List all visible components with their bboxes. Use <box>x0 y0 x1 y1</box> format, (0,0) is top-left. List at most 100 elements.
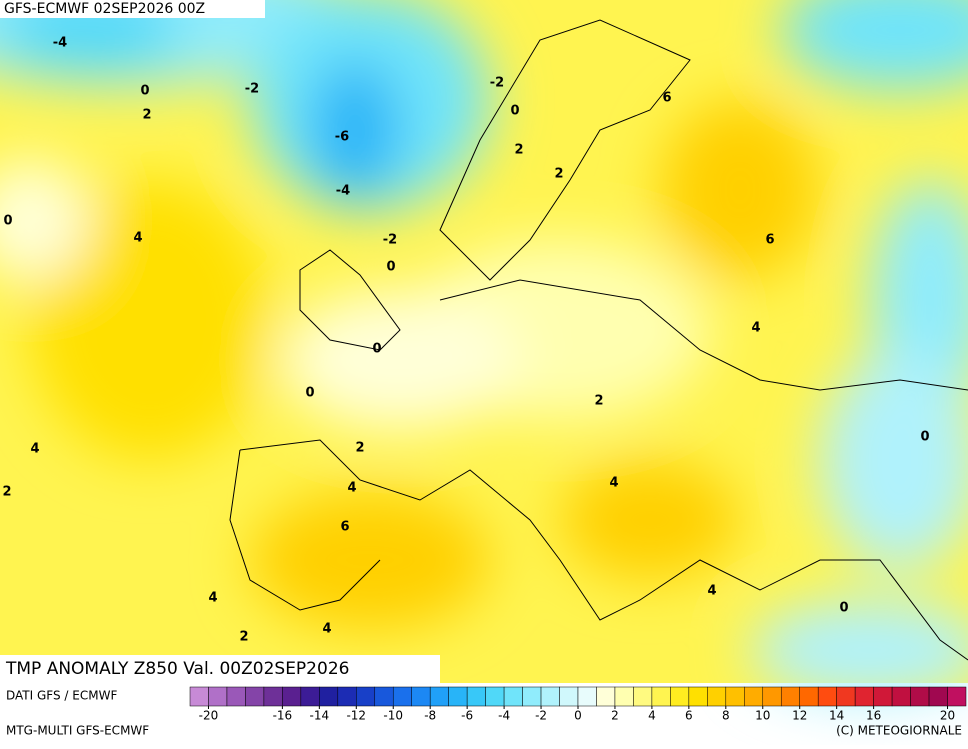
colorbar-tick-label: 4 <box>648 709 656 723</box>
colorbar: -20 -16 -14 -12 -10 -8 -6 -4 -2 0 2 4 6 8 10 12 14 16 20 <box>189 686 967 723</box>
colorbar-tick-label: 10 <box>755 709 770 723</box>
colorbar-swatch <box>337 686 357 707</box>
contour-label: -6 <box>335 130 349 145</box>
colorbar-tick-label: -2 <box>535 709 547 723</box>
colorbar-tick-label: 8 <box>722 709 730 723</box>
colorbar-tick-label: 6 <box>685 709 693 723</box>
colorbar-swatch <box>873 686 893 707</box>
contour-label: 2 <box>239 630 248 645</box>
model: MTG-MULTI GFS-ECMWF <box>6 724 149 738</box>
colorbar-swatch <box>596 686 616 707</box>
colorbar-swatch <box>189 686 209 707</box>
colorbar-swatch <box>688 686 708 707</box>
colorbar-swatch <box>226 686 246 707</box>
colorbar-tick-label: 16 <box>866 709 881 723</box>
contour-label: 4 <box>707 584 716 599</box>
colorbar-swatch <box>300 686 320 707</box>
colorbar-swatch <box>670 686 690 707</box>
colorbar-tick-label: 14 <box>829 709 844 723</box>
colorbar-swatch <box>411 686 431 707</box>
contour-label: 2 <box>355 441 364 456</box>
contour-labels: -4 0 2 -2 -6 -4 -2 0 0 4 -2 0 2 2 6 6 4 0 0 2 4 2 2 4 6 4 4 0 0 4 2 4 <box>2 36 929 645</box>
colorbar-swatch <box>577 686 597 707</box>
contour-label: 0 <box>3 214 12 229</box>
colorbar-swatch <box>245 686 265 707</box>
contour-label: -2 <box>383 233 397 248</box>
contour-label: 6 <box>765 233 774 248</box>
colorbar-tick-label: -8 <box>424 709 436 723</box>
contour-label: -4 <box>53 36 67 51</box>
contour-label: 4 <box>133 231 142 246</box>
contour-label: -4 <box>336 184 350 199</box>
colorbar-tick-label: -14 <box>310 709 330 723</box>
colorbar-swatch <box>559 686 579 707</box>
colorbar-swatch <box>392 686 412 707</box>
coastlines <box>229 19 968 661</box>
colorbar-tick-label: 0 <box>574 709 582 723</box>
contour-label: 2 <box>2 485 11 500</box>
colorbar-swatch <box>633 686 653 707</box>
colorbar-tick-label: 2 <box>611 709 619 723</box>
contour-label: 4 <box>751 321 760 336</box>
colorbar-swatch <box>208 686 228 707</box>
colorbar-tick-label: 12 <box>792 709 807 723</box>
colorbar-swatch <box>928 686 948 707</box>
colorbar-swatch <box>910 686 930 707</box>
contour-label: -2 <box>490 76 504 91</box>
credit: (C) METEOGIORNALE <box>836 724 962 738</box>
colorbar-tick-label: -16 <box>273 709 293 723</box>
colorbar-swatch <box>947 686 967 707</box>
colorbar-swatch <box>780 686 800 707</box>
colorbar-swatch <box>466 686 486 707</box>
colorbar-swatch <box>744 686 764 707</box>
header-box <box>0 0 265 18</box>
colorbar-swatch <box>707 686 727 707</box>
colorbar-swatch <box>540 686 560 707</box>
colorbar-swatch <box>522 686 542 707</box>
colorbar-swatch <box>725 686 745 707</box>
contour-label: 6 <box>662 91 671 106</box>
anomaly-field <box>0 0 968 700</box>
contour-label: 0 <box>839 601 848 616</box>
colorbar-swatch <box>836 686 856 707</box>
contour-label: 0 <box>305 386 314 401</box>
footer-box <box>0 655 440 683</box>
colorbar-swatch <box>319 686 339 707</box>
header-title: GFS-ECMWF 02SEP2026 00Z <box>4 1 205 17</box>
colorbar-swatch <box>614 686 634 707</box>
footer-title: TMP ANOMALY Z850 Val. 00Z02SEP2026 <box>5 659 349 679</box>
contour-label: 4 <box>609 476 618 491</box>
contour-label: 4 <box>347 481 356 496</box>
contour-label: 4 <box>30 442 39 457</box>
colorbar-swatch <box>448 686 468 707</box>
contour-label: 2 <box>514 143 523 158</box>
contour-label: 0 <box>510 104 519 119</box>
colorbar-swatch <box>891 686 911 707</box>
contour-label: 2 <box>554 167 563 182</box>
colorbar-swatch <box>817 686 837 707</box>
colorbar-tick-label: -12 <box>346 709 366 723</box>
colorbar-swatch <box>503 686 523 707</box>
contour-label: 0 <box>920 430 929 445</box>
colorbar-tick-label: -10 <box>383 709 403 723</box>
colorbar-swatch <box>854 686 874 707</box>
colorbar-swatch <box>374 686 394 707</box>
contour-label: 6 <box>340 520 349 535</box>
colorbar-swatch <box>282 686 302 707</box>
contour-label: 4 <box>208 591 217 606</box>
contour-label: 2 <box>594 394 603 409</box>
colorbar-swatch <box>762 686 782 707</box>
colorbar-tick-label: -4 <box>498 709 510 723</box>
contour-label: 2 <box>142 108 151 123</box>
contour-label: -2 <box>245 82 259 97</box>
source: DATI GFS / ECMWF <box>6 689 117 703</box>
colorbar-tick-label: -6 <box>461 709 473 723</box>
colorbar-swatch <box>356 686 376 707</box>
colorbar-tick-label: -20 <box>199 709 219 723</box>
contour-label: 4 <box>322 622 331 637</box>
colorbar-swatch <box>651 686 671 707</box>
contour-label: 0 <box>372 342 381 357</box>
colorbar-swatch <box>485 686 505 707</box>
colorbar-swatch <box>429 686 449 707</box>
